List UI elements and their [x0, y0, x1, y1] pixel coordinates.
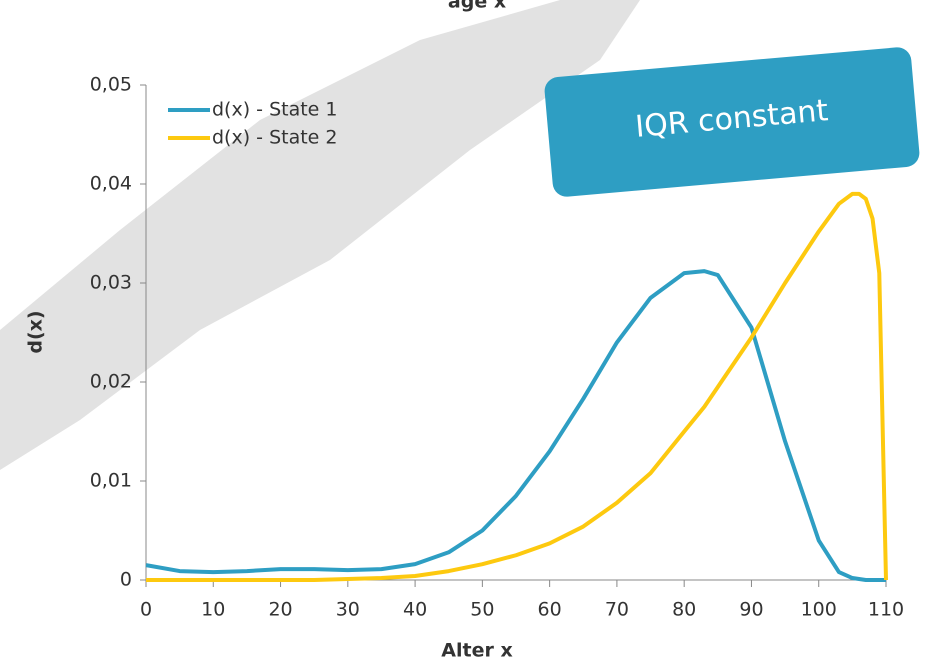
legend-label: d(x) - State 1	[212, 99, 338, 121]
x-tick-label: 40	[403, 599, 427, 621]
y-tick-label: 0,01	[90, 470, 132, 492]
chart-title: age x	[448, 0, 506, 13]
y-tick-label: 0,03	[90, 272, 132, 294]
series-line	[145, 269, 886, 582]
x-tick-label: 70	[605, 599, 629, 621]
x-tick-label: 90	[739, 599, 763, 621]
y-tick-label: 0,04	[90, 173, 132, 195]
x-tick-label: 0	[140, 599, 152, 621]
y-axis-title: d(x)	[25, 310, 47, 353]
x-tick-label: 30	[336, 599, 360, 621]
y-tick-label: 0	[120, 569, 132, 591]
x-tick-label: 60	[538, 599, 562, 621]
y-tick-label: 0,02	[90, 371, 132, 393]
x-tick-label: 100	[801, 599, 837, 621]
y-tick-label: 0,05	[90, 74, 132, 96]
series-line	[146, 191, 888, 582]
x-tick-label: 80	[672, 599, 696, 621]
callout-box	[544, 47, 920, 197]
callout: IQR constant	[544, 47, 920, 197]
x-tick-label: 10	[201, 599, 225, 621]
background-shape	[0, 0, 640, 470]
x-tick-label: 50	[470, 599, 494, 621]
x-tick-label: 20	[268, 599, 292, 621]
x-axis-title: Alter x	[441, 640, 512, 662]
legend-label: d(x) - State 2	[212, 127, 338, 149]
x-tick-label: 110	[868, 599, 904, 621]
